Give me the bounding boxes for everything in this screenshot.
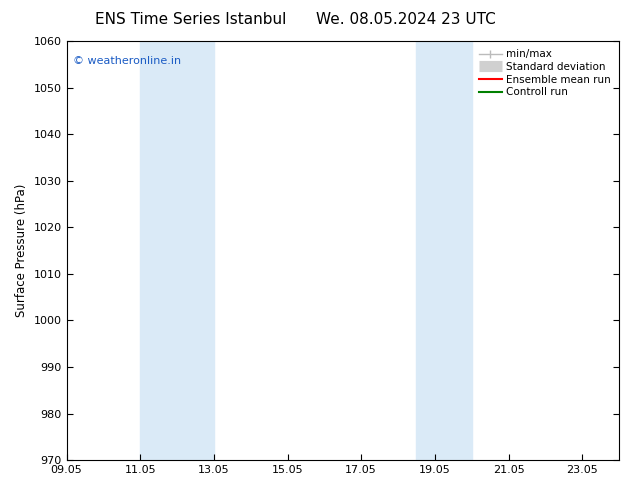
Legend: min/max, Standard deviation, Ensemble mean run, Controll run: min/max, Standard deviation, Ensemble me… bbox=[476, 46, 614, 100]
Text: © weatheronline.in: © weatheronline.in bbox=[73, 56, 181, 66]
Bar bbox=[140, 41, 214, 460]
Y-axis label: Surface Pressure (hPa): Surface Pressure (hPa) bbox=[15, 184, 28, 318]
Bar bbox=[417, 41, 472, 460]
Text: We. 08.05.2024 23 UTC: We. 08.05.2024 23 UTC bbox=[316, 12, 496, 27]
Text: ENS Time Series Istanbul: ENS Time Series Istanbul bbox=[94, 12, 286, 27]
